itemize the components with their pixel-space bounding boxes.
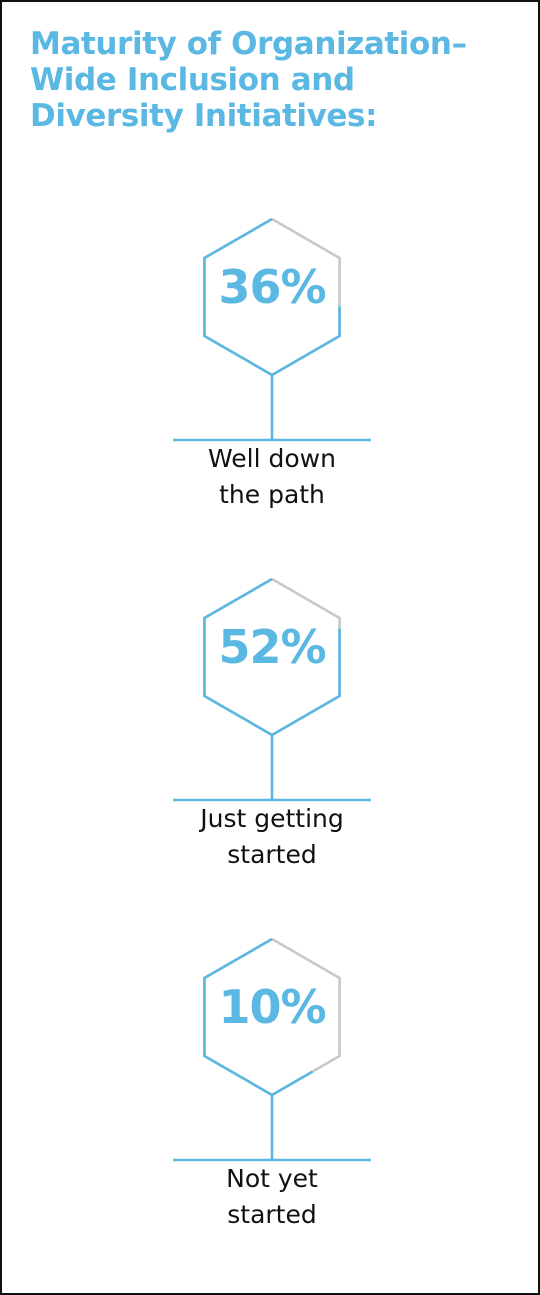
title-line-2: Wide Inclusion and	[30, 62, 510, 98]
category-label: Not yet started	[122, 1161, 422, 1233]
category-label: Well down the path	[122, 441, 422, 513]
title-line-1: Maturity of Organization–	[30, 26, 510, 62]
category-label-line: Just getting	[122, 801, 422, 837]
stat-item-not-yet-started: 10% Not yet started	[2, 927, 540, 1267]
stat-item-just-getting-started: 52% Just getting started	[2, 567, 540, 907]
stat-item-well-down-the-path: 36% Well down the path	[2, 207, 540, 547]
category-label-line: started	[122, 837, 422, 873]
category-label-line: started	[122, 1197, 422, 1233]
chart-title: Maturity of Organization– Wide Inclusion…	[30, 26, 510, 134]
category-label-line: the path	[122, 477, 422, 513]
percent-value: 36%	[172, 257, 372, 317]
percent-value: 10%	[172, 977, 372, 1037]
title-line-3: Diversity Initiatives:	[30, 98, 510, 134]
category-label: Just getting started	[122, 801, 422, 873]
category-label-line: Well down	[122, 441, 422, 477]
percent-value: 52%	[172, 617, 372, 677]
category-label-line: Not yet	[122, 1161, 422, 1197]
